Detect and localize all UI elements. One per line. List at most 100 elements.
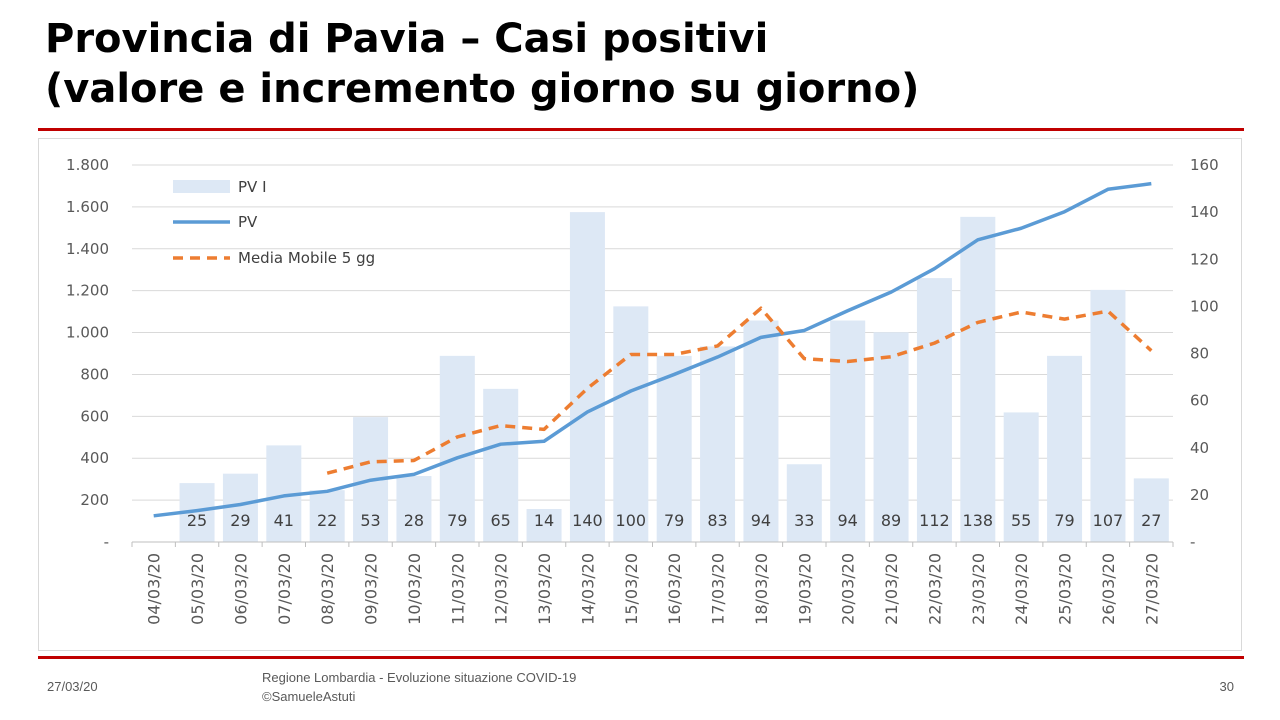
bar [700, 346, 736, 542]
chart-svg: - 200 400 600 800 1.000 1.200 1.400 1.600 1.800 - 2… [66, 156, 1219, 625]
right-axis-tick-label: 20 [1190, 486, 1209, 504]
x-axis-category-label: 06/03/20 [231, 553, 250, 625]
bar [830, 320, 866, 542]
chart-container: - 200 400 600 800 1.000 1.200 1.400 1.600 1.800 - 2… [38, 138, 1242, 651]
bar [786, 464, 822, 542]
right-axis-tick-label: 120 [1190, 250, 1219, 268]
x-axis-category-label: 08/03/20 [318, 553, 337, 625]
footer-date: 27/03/20 [47, 679, 98, 694]
bar-data-label: 79 [447, 511, 467, 530]
right-axis-tick-label: 40 [1190, 439, 1209, 457]
right-axis-tick-label: - [1190, 533, 1195, 551]
x-axis-category-label: 23/03/20 [969, 553, 988, 625]
title-line-2: (valore e incremento giorno su giorno) [45, 66, 920, 112]
legend-label-pv-i: PV I [238, 178, 267, 196]
bar-data-label: 140 [572, 511, 603, 530]
left-axis-tick-label: - [104, 533, 109, 551]
bar-data-label: 29 [230, 511, 250, 530]
bar [396, 476, 432, 542]
bar-data-label: 55 [1011, 511, 1031, 530]
bar [960, 216, 996, 542]
x-axis-category-label: 21/03/20 [882, 553, 901, 625]
bar [613, 306, 649, 542]
bar-data-label: 27 [1141, 511, 1161, 530]
series-line-media-mobile [326, 306, 1153, 475]
x-axis-category-label: 26/03/20 [1099, 553, 1118, 625]
x-axis-category-label: 09/03/20 [362, 553, 381, 625]
bar [916, 278, 952, 542]
right-axis-tick-label: 80 [1190, 345, 1209, 363]
footer-source: Regione Lombardia - Evoluzione situazion… [262, 668, 576, 706]
bar-data-label: 65 [491, 511, 511, 530]
bar-data-label: 89 [881, 511, 901, 530]
bar-data-label: 94 [751, 511, 771, 530]
series-line-pv [153, 181, 1152, 518]
legend-label-pv: PV [238, 213, 258, 231]
bar [656, 355, 692, 542]
bar-data-label: 94 [838, 511, 858, 530]
legend-swatch-pv-i [173, 180, 230, 193]
x-axis-category-label: 14/03/20 [578, 553, 597, 625]
bar-data-label: 138 [963, 511, 994, 530]
bar-data-label: 33 [794, 511, 814, 530]
left-axis-tick-label: 1.800 [66, 156, 109, 174]
left-axis-tick-label: 1.000 [66, 324, 109, 342]
x-axis-category-label: 27/03/20 [1142, 553, 1161, 625]
bar [526, 509, 562, 542]
bottom-rule [38, 656, 1244, 659]
bar-data-label: 14 [534, 511, 554, 530]
legend-label-media-mobile: Media Mobile 5 gg [238, 249, 375, 267]
bar [1003, 412, 1039, 542]
x-axis-category-label: 16/03/20 [665, 553, 684, 625]
left-axis-tick-label: 600 [80, 407, 109, 425]
page-number: 30 [1219, 679, 1234, 694]
left-axis-tick-label: 400 [80, 449, 109, 467]
bar [439, 355, 475, 542]
bar [483, 388, 519, 542]
bar [1133, 478, 1169, 542]
title-line-1: Provincia di Pavia – Casi positivi [45, 16, 769, 62]
right-axis-tick-label: 160 [1190, 156, 1219, 174]
left-axis-tick-label: 200 [80, 491, 109, 509]
right-axis-tick-label: 100 [1190, 297, 1219, 315]
x-axis-category-label: 19/03/20 [795, 553, 814, 625]
x-axis-category-label: 12/03/20 [492, 553, 511, 625]
left-axis-tick-label: 1.200 [66, 282, 109, 300]
bar-data-label: 79 [1054, 511, 1074, 530]
x-axis-category-label: 18/03/20 [752, 553, 771, 625]
bar [309, 490, 345, 542]
bar-data-label: 28 [404, 511, 424, 530]
x-axis-category-label: 04/03/20 [145, 553, 164, 625]
bar-data-label: 22 [317, 511, 337, 530]
footer-source-line-2: ©SamueleAstuti [262, 689, 356, 704]
bar [1047, 355, 1083, 542]
x-axis-category-label: 17/03/20 [709, 553, 728, 625]
x-axis-category-label: 15/03/20 [622, 553, 641, 625]
top-rule [38, 128, 1244, 131]
bar [743, 320, 779, 542]
x-axis-category-label: 11/03/20 [448, 553, 467, 625]
x-axis-category-label: 20/03/20 [839, 553, 858, 625]
bar-data-label: 100 [616, 511, 647, 530]
bar [1090, 289, 1126, 542]
bar-data-label: 25 [187, 511, 207, 530]
x-axis-category-label: 07/03/20 [275, 553, 294, 625]
right-axis-tick-label: 60 [1190, 392, 1209, 410]
x-axis-category-label: 05/03/20 [188, 553, 207, 625]
x-axis-category-label: 10/03/20 [405, 553, 424, 625]
left-axis-tick-label: 1.400 [66, 240, 109, 258]
x-axis-category-label: 25/03/20 [1056, 553, 1075, 625]
x-axis-category-label: 24/03/20 [1012, 553, 1031, 625]
left-axis-tick-label: 1.600 [66, 198, 109, 216]
bar [873, 332, 909, 542]
bar [569, 212, 605, 542]
bar-data-label: 112 [919, 511, 950, 530]
slide-title: Provincia di Pavia – Casi positivi (valo… [45, 14, 1245, 114]
bar-data-label: 83 [707, 511, 727, 530]
bar-data-label: 79 [664, 511, 684, 530]
bar-data-label: 53 [360, 511, 380, 530]
x-axis-category-label: 13/03/20 [535, 553, 554, 625]
left-axis-tick-label: 800 [80, 365, 109, 383]
footer-source-line-1: Regione Lombardia - Evoluzione situazion… [262, 670, 577, 685]
x-axis-category-label: 22/03/20 [925, 553, 944, 625]
